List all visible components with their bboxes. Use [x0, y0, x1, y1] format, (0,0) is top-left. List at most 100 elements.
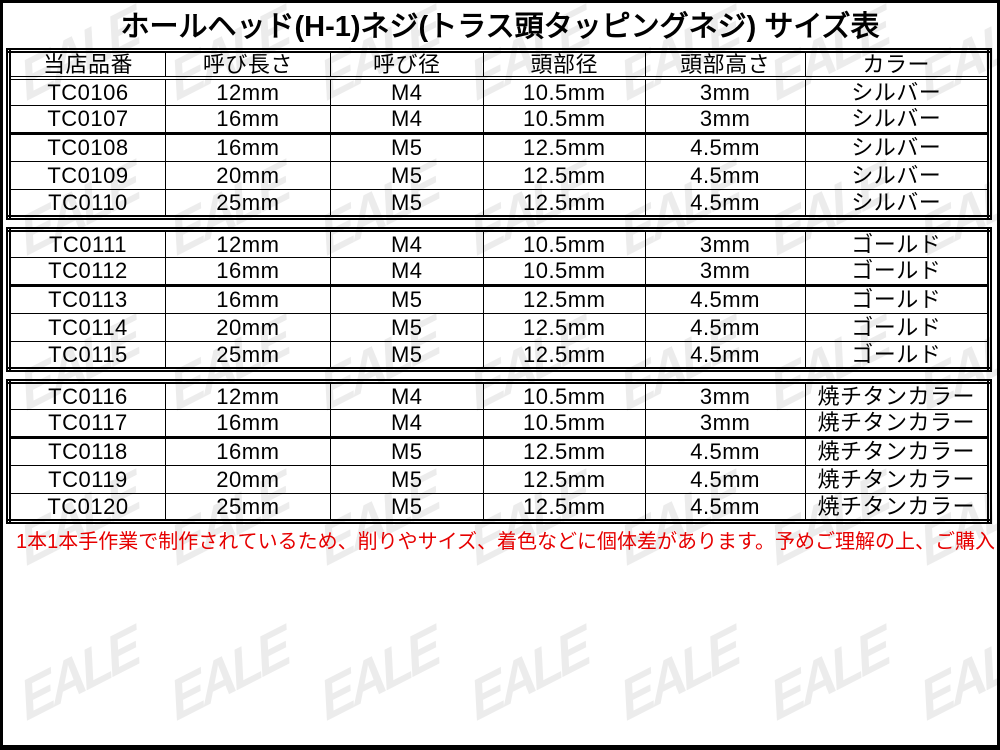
size-table-block-silver: 当店品番 呼び長さ 呼び径 頭部径 頭部高さ カラー TC0106 12mm M4 1… [6, 48, 992, 221]
cell: 4.5mm [644, 493, 806, 523]
cell: 4.5mm [644, 189, 806, 219]
cell: 25mm [164, 189, 331, 219]
cell: 4.5mm [644, 161, 806, 191]
cell: 16mm [164, 132, 331, 163]
cell: M5 [329, 189, 484, 219]
cell: 4.5mm [644, 313, 806, 343]
cell: 焼チタンカラー [804, 465, 991, 495]
table-row: TC0108 16mm M5 12.5mm 4.5mm シルバー [8, 132, 991, 163]
cell: TC0115 [8, 341, 166, 371]
table-row: TC0119 20mm M5 12.5mm 4.5mm 焼チタンカラー [8, 465, 991, 495]
cell: シルバー [804, 189, 991, 219]
cell: TC0116 [8, 381, 166, 411]
cell: 10.5mm [482, 257, 646, 287]
cell: 12.5mm [482, 436, 646, 467]
cell: シルバー [804, 77, 991, 107]
eagle-logo-watermark: EALE [765, 614, 893, 734]
table-row: TC0120 25mm M5 12.5mm 4.5mm 焼チタンカラー [8, 493, 991, 523]
eagle-logo-watermark: EALE [898, 729, 997, 745]
cell: M5 [329, 341, 484, 371]
cell: 4.5mm [644, 465, 806, 495]
table-row: TC0110 25mm M5 12.5mm 4.5mm シルバー [8, 189, 991, 219]
table-row: TC0106 12mm M4 10.5mm 3mm シルバー [8, 77, 991, 107]
table-row: TC0112 16mm M4 10.5mm 3mm ゴールド [8, 257, 991, 287]
cell: 3mm [644, 105, 806, 135]
eagle-logo-watermark: EALE [148, 729, 310, 745]
column-header-product-code: 当店品番 [8, 50, 166, 80]
cell: M4 [329, 77, 484, 107]
cell: TC0110 [8, 189, 166, 219]
cell: 16mm [164, 257, 331, 287]
cell: 10.5mm [482, 229, 646, 259]
eagle-logo-watermark: EALE [298, 729, 460, 745]
table-header-row: 当店品番 呼び長さ 呼び径 頭部径 頭部高さ カラー [8, 50, 991, 80]
cell: 10.5mm [482, 381, 646, 411]
cell: 焼チタンカラー [804, 381, 991, 411]
cell: 16mm [164, 105, 331, 135]
cell: TC0111 [8, 229, 166, 259]
cell: ゴールド [804, 313, 991, 343]
cell: 12.5mm [482, 341, 646, 371]
page-title: ホールヘッド(H-1)ネジ(トラス頭タッピングネジ) サイズ表 [120, 11, 880, 43]
cell: M4 [329, 257, 484, 287]
cell: M4 [329, 229, 484, 259]
column-header-head-diameter: 頭部径 [482, 50, 646, 80]
cell: 12mm [164, 77, 331, 107]
cell: TC0107 [8, 105, 166, 135]
cell: ゴールド [804, 257, 991, 287]
cell: 焼チタンカラー [804, 436, 991, 467]
cell: M5 [329, 493, 484, 523]
cell: 3mm [644, 409, 806, 439]
eagle-logo-watermark: EALE [748, 729, 910, 745]
table-row: TC0114 20mm M5 12.5mm 4.5mm ゴールド [8, 313, 991, 343]
cell: 20mm [164, 161, 331, 191]
cell: 25mm [164, 341, 331, 371]
cell: 16mm [164, 409, 331, 439]
eagle-logo-watermark: EALE [465, 614, 593, 734]
table-row: TC0118 16mm M5 12.5mm 4.5mm 焼チタンカラー [8, 436, 991, 467]
table-row: TC0111 12mm M4 10.5mm 3mm ゴールド [8, 229, 991, 259]
cell: 3mm [644, 77, 806, 107]
cell: 12mm [164, 229, 331, 259]
cell: TC0120 [8, 493, 166, 523]
cell: 3mm [644, 381, 806, 411]
cell: M5 [329, 465, 484, 495]
eagle-logo-watermark: EALE [15, 614, 143, 734]
cell: M5 [329, 132, 484, 163]
table-row: TC0117 16mm M4 10.5mm 3mm 焼チタンカラー [8, 409, 991, 439]
cell: M5 [329, 161, 484, 191]
cell: TC0106 [8, 77, 166, 107]
cell: M5 [329, 284, 484, 315]
cell: TC0108 [8, 132, 166, 163]
column-header-nominal-length: 呼び長さ [164, 50, 331, 80]
cell: ゴールド [804, 284, 991, 315]
size-table-block-titanium: TC0116 12mm M4 10.5mm 3mm 焼チタンカラー TC0117 16mm M4… [6, 379, 992, 525]
cell: M4 [329, 381, 484, 411]
cell: 4.5mm [644, 132, 806, 163]
cell: 12.5mm [482, 465, 646, 495]
cell: TC0114 [8, 313, 166, 343]
table-row: TC0116 12mm M4 10.5mm 3mm 焼チタンカラー [8, 381, 991, 411]
column-header-color: カラー [804, 50, 991, 80]
eagle-logo-watermark: EALE [315, 614, 443, 734]
cell: 20mm [164, 313, 331, 343]
cell: TC0118 [8, 436, 166, 467]
size-chart-document: ホールヘッド(H-1)ネジ(トラス頭タッピングネジ) サイズ表 当店品番 呼び長… [3, 11, 997, 554]
cell: シルバー [804, 105, 991, 135]
cell: M5 [329, 313, 484, 343]
cell: 16mm [164, 284, 331, 315]
eagle-logo-watermark: EALE [448, 729, 610, 745]
cell: 12.5mm [482, 161, 646, 191]
cell: 12.5mm [482, 132, 646, 163]
cell: 3mm [644, 229, 806, 259]
production-note: 1本1本手作業で制作されているため、削りやサイズ、着色などに個体差があります。予… [16, 531, 1000, 554]
eagle-logo-watermark: EALE [598, 729, 760, 745]
cell: TC0112 [8, 257, 166, 287]
cell: 10.5mm [482, 105, 646, 135]
cell: ゴールド [804, 229, 991, 259]
cell: M4 [329, 105, 484, 135]
cell: シルバー [804, 132, 991, 163]
cell: 16mm [164, 436, 331, 467]
cell: 12mm [164, 381, 331, 411]
